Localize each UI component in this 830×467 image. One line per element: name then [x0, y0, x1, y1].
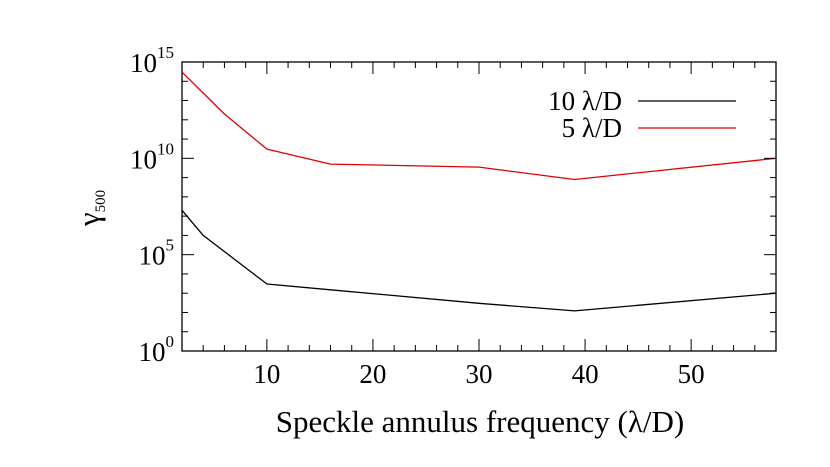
y-axis-label: γ500	[71, 190, 109, 227]
x-tick-label: 30	[466, 359, 493, 389]
legend-label-2: 5 λ/D	[562, 113, 622, 143]
x-tick-label: 50	[678, 359, 705, 389]
legend: 10 λ/D5 λ/D	[548, 86, 736, 143]
y-tick-label-exponent: 15	[157, 43, 174, 62]
y-tick-label-exponent: 10	[157, 139, 174, 158]
y-tick-label-base: 10	[130, 144, 157, 174]
y-tick-label-base: 10	[130, 48, 157, 78]
y-axis-label-subscript: 500	[93, 190, 109, 213]
x-tick-label: 40	[572, 359, 599, 389]
y-tick-label: 1010	[130, 139, 174, 174]
plot-frame	[181, 61, 777, 352]
plot-area	[181, 61, 777, 352]
legend-label-1: 10 λ/D	[548, 86, 622, 116]
y-tick-label-exponent: 0	[166, 332, 175, 351]
tick-layer	[181, 61, 777, 352]
y-axis-label-main: γ	[71, 212, 106, 227]
series-line-1	[181, 209, 777, 312]
y-tick-label: 100	[139, 332, 175, 367]
series-layer	[181, 71, 777, 312]
y-tick-label-exponent: 5	[166, 236, 175, 255]
x-tick-label: 10	[253, 359, 280, 389]
y-tick-label-base: 10	[139, 337, 166, 367]
y-tick-label-base: 10	[139, 241, 166, 271]
y-tick-label: 105	[139, 236, 175, 271]
x-axis-label: Speckle annulus frequency (λ/D)	[276, 404, 684, 439]
y-tick-label: 1015	[130, 43, 174, 78]
x-tick-label: 20	[359, 359, 386, 389]
series-line-2	[181, 71, 777, 181]
